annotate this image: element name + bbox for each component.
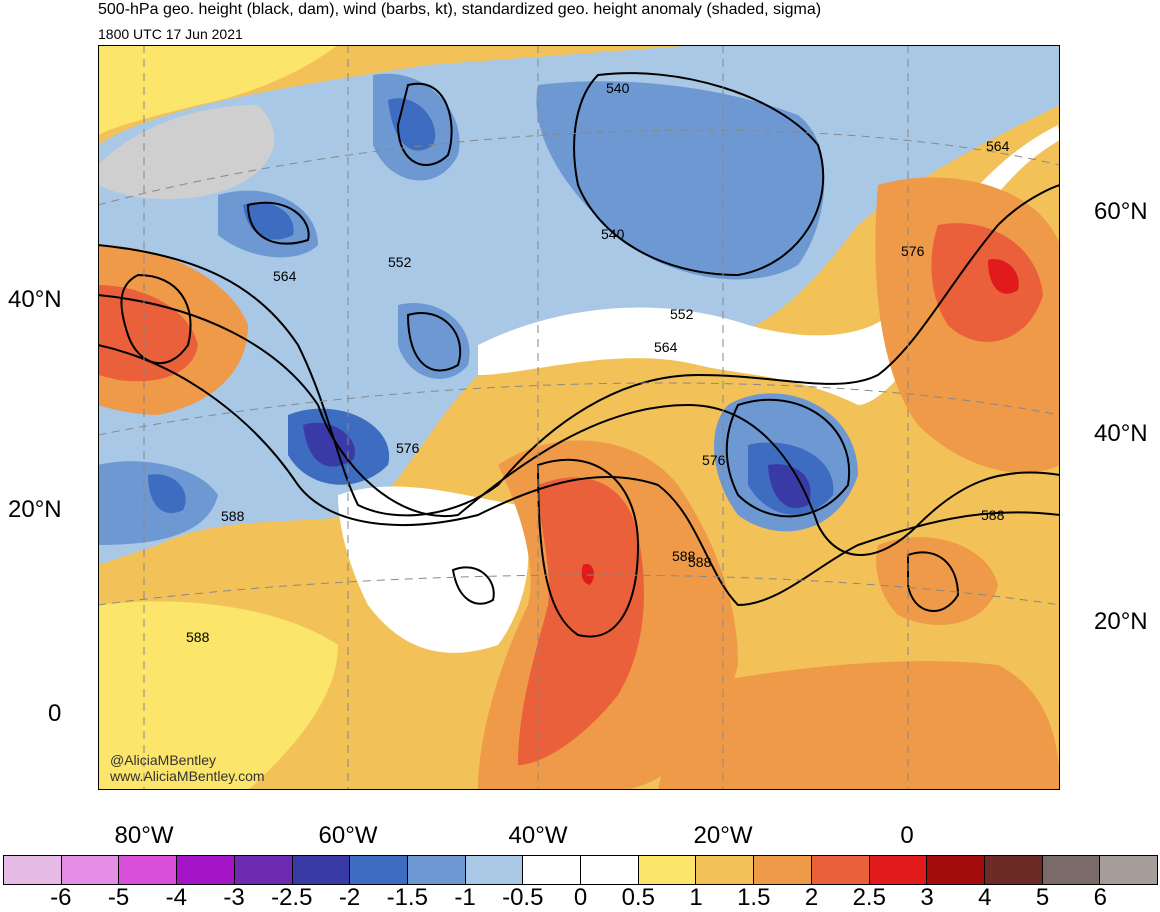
colorbar-tick-label: -1.5 [386,884,428,911]
contour-label: 588 [672,548,696,564]
lat-label-right: 20°N [1094,608,1148,635]
lon-label: 80°W [114,822,174,849]
map-title: 500-hPa geo. height (black, dam), wind (… [98,1,822,18]
contour-label: 540 [601,226,625,242]
contour-label: 588 [981,507,1005,523]
colorbar-swatch [350,856,408,884]
colorbar-swatch [581,856,639,884]
lat-label-left: 20°N [8,496,62,523]
colorbar-tick-label: -4 [165,884,187,911]
contour-label: 564 [654,339,678,355]
colorbar-swatch [754,856,812,884]
colorbar-tick-label: 3 [920,884,934,911]
colorbar-swatch [4,856,62,884]
colorbar-tick-label: -3 [223,884,245,911]
graticule [98,45,1060,790]
colorbar-tick-labels: -6 -5 -4 -3 -2.5 -2 -1.5 -1 -0.5 0 0.5 1 1.5 2 2.5 3 4 5 6 [0,884,1160,912]
colorbar-tick-label: 5 [1035,884,1050,911]
colorbar-tick-label: -2.5 [271,884,313,911]
colorbar-tick-label: 0 [573,884,588,911]
map-valid-time: 1800 UTC 17 Jun 2021 [98,26,243,42]
colorbar-swatch [1042,856,1101,884]
contour-label: 576 [901,243,925,259]
lon-label: 0 [900,822,914,849]
colorbar-swatch [869,856,928,884]
lat-label-right: 60°N [1094,198,1148,225]
contour-label: 588 [221,508,245,524]
colorbar-tick-label: 6 [1093,884,1107,911]
positive-anomaly-shading [98,45,1060,790]
credit-handle: @AliciaMBentley [110,752,217,768]
colorbar-tick-label: -6 [50,884,72,911]
lat-label-left: 40°N [8,286,62,313]
contour-label: 564 [273,268,297,284]
colorbar-swatch [984,856,1043,884]
colorbar-tick-label: 0.5 [621,884,655,911]
lon-label: 20°W [693,822,753,849]
colorbar-tick-label: -5 [107,884,130,911]
colorbar [3,855,1158,885]
lon-label: 60°W [318,822,378,849]
colorbar-tick-label: -1 [454,884,476,911]
colorbar-swatch [234,856,293,884]
colorbar-swatch [119,856,178,884]
colorbar-swatch [465,856,524,884]
contour-label: 576 [396,440,420,456]
credit-website: www.AliciaMBentley.com [110,768,265,784]
colorbar-swatch [292,856,351,884]
contour-label: 540 [606,80,630,96]
colorbar-tick-label: 2 [804,884,819,911]
lon-label: 40°W [508,822,568,849]
colorbar-swatch [177,856,235,884]
lat-label-right: 40°N [1094,420,1148,447]
contour-label: 552 [388,254,412,270]
lat-label-left: 0 [48,700,62,727]
colorbar-tick-label: 2.5 [852,884,886,911]
colorbar-swatch [61,856,120,884]
colorbar-swatch [1100,856,1158,884]
contour-label: 576 [702,452,726,468]
colorbar-tick-label: 4 [978,884,992,911]
contour-label: 588 [688,554,712,570]
contour-label: 564 [986,138,1010,154]
colorbar-swatch [638,856,697,884]
colorbar-swatch [523,856,582,884]
contour-label: 552 [670,306,694,322]
colorbar-swatch [407,856,466,884]
contour-label: 588 [186,629,210,645]
colorbar-tick-label: 1 [689,884,703,911]
colorbar-swatch [696,856,755,884]
height-contours [98,72,1060,638]
map-canvas: 5405405525525645645645765765765885885885… [98,45,1060,790]
anomaly-map: 540 540 552 552 564 564 564 576 576 576 588 588 588 5… [98,45,1060,790]
colorbar-tick-label: -0.5 [502,884,544,911]
colorbar-tick-label: 1.5 [737,884,771,911]
colorbar-tick-label: -2 [338,884,361,911]
colorbar-swatch [927,856,985,884]
colorbar-swatch [811,856,870,884]
